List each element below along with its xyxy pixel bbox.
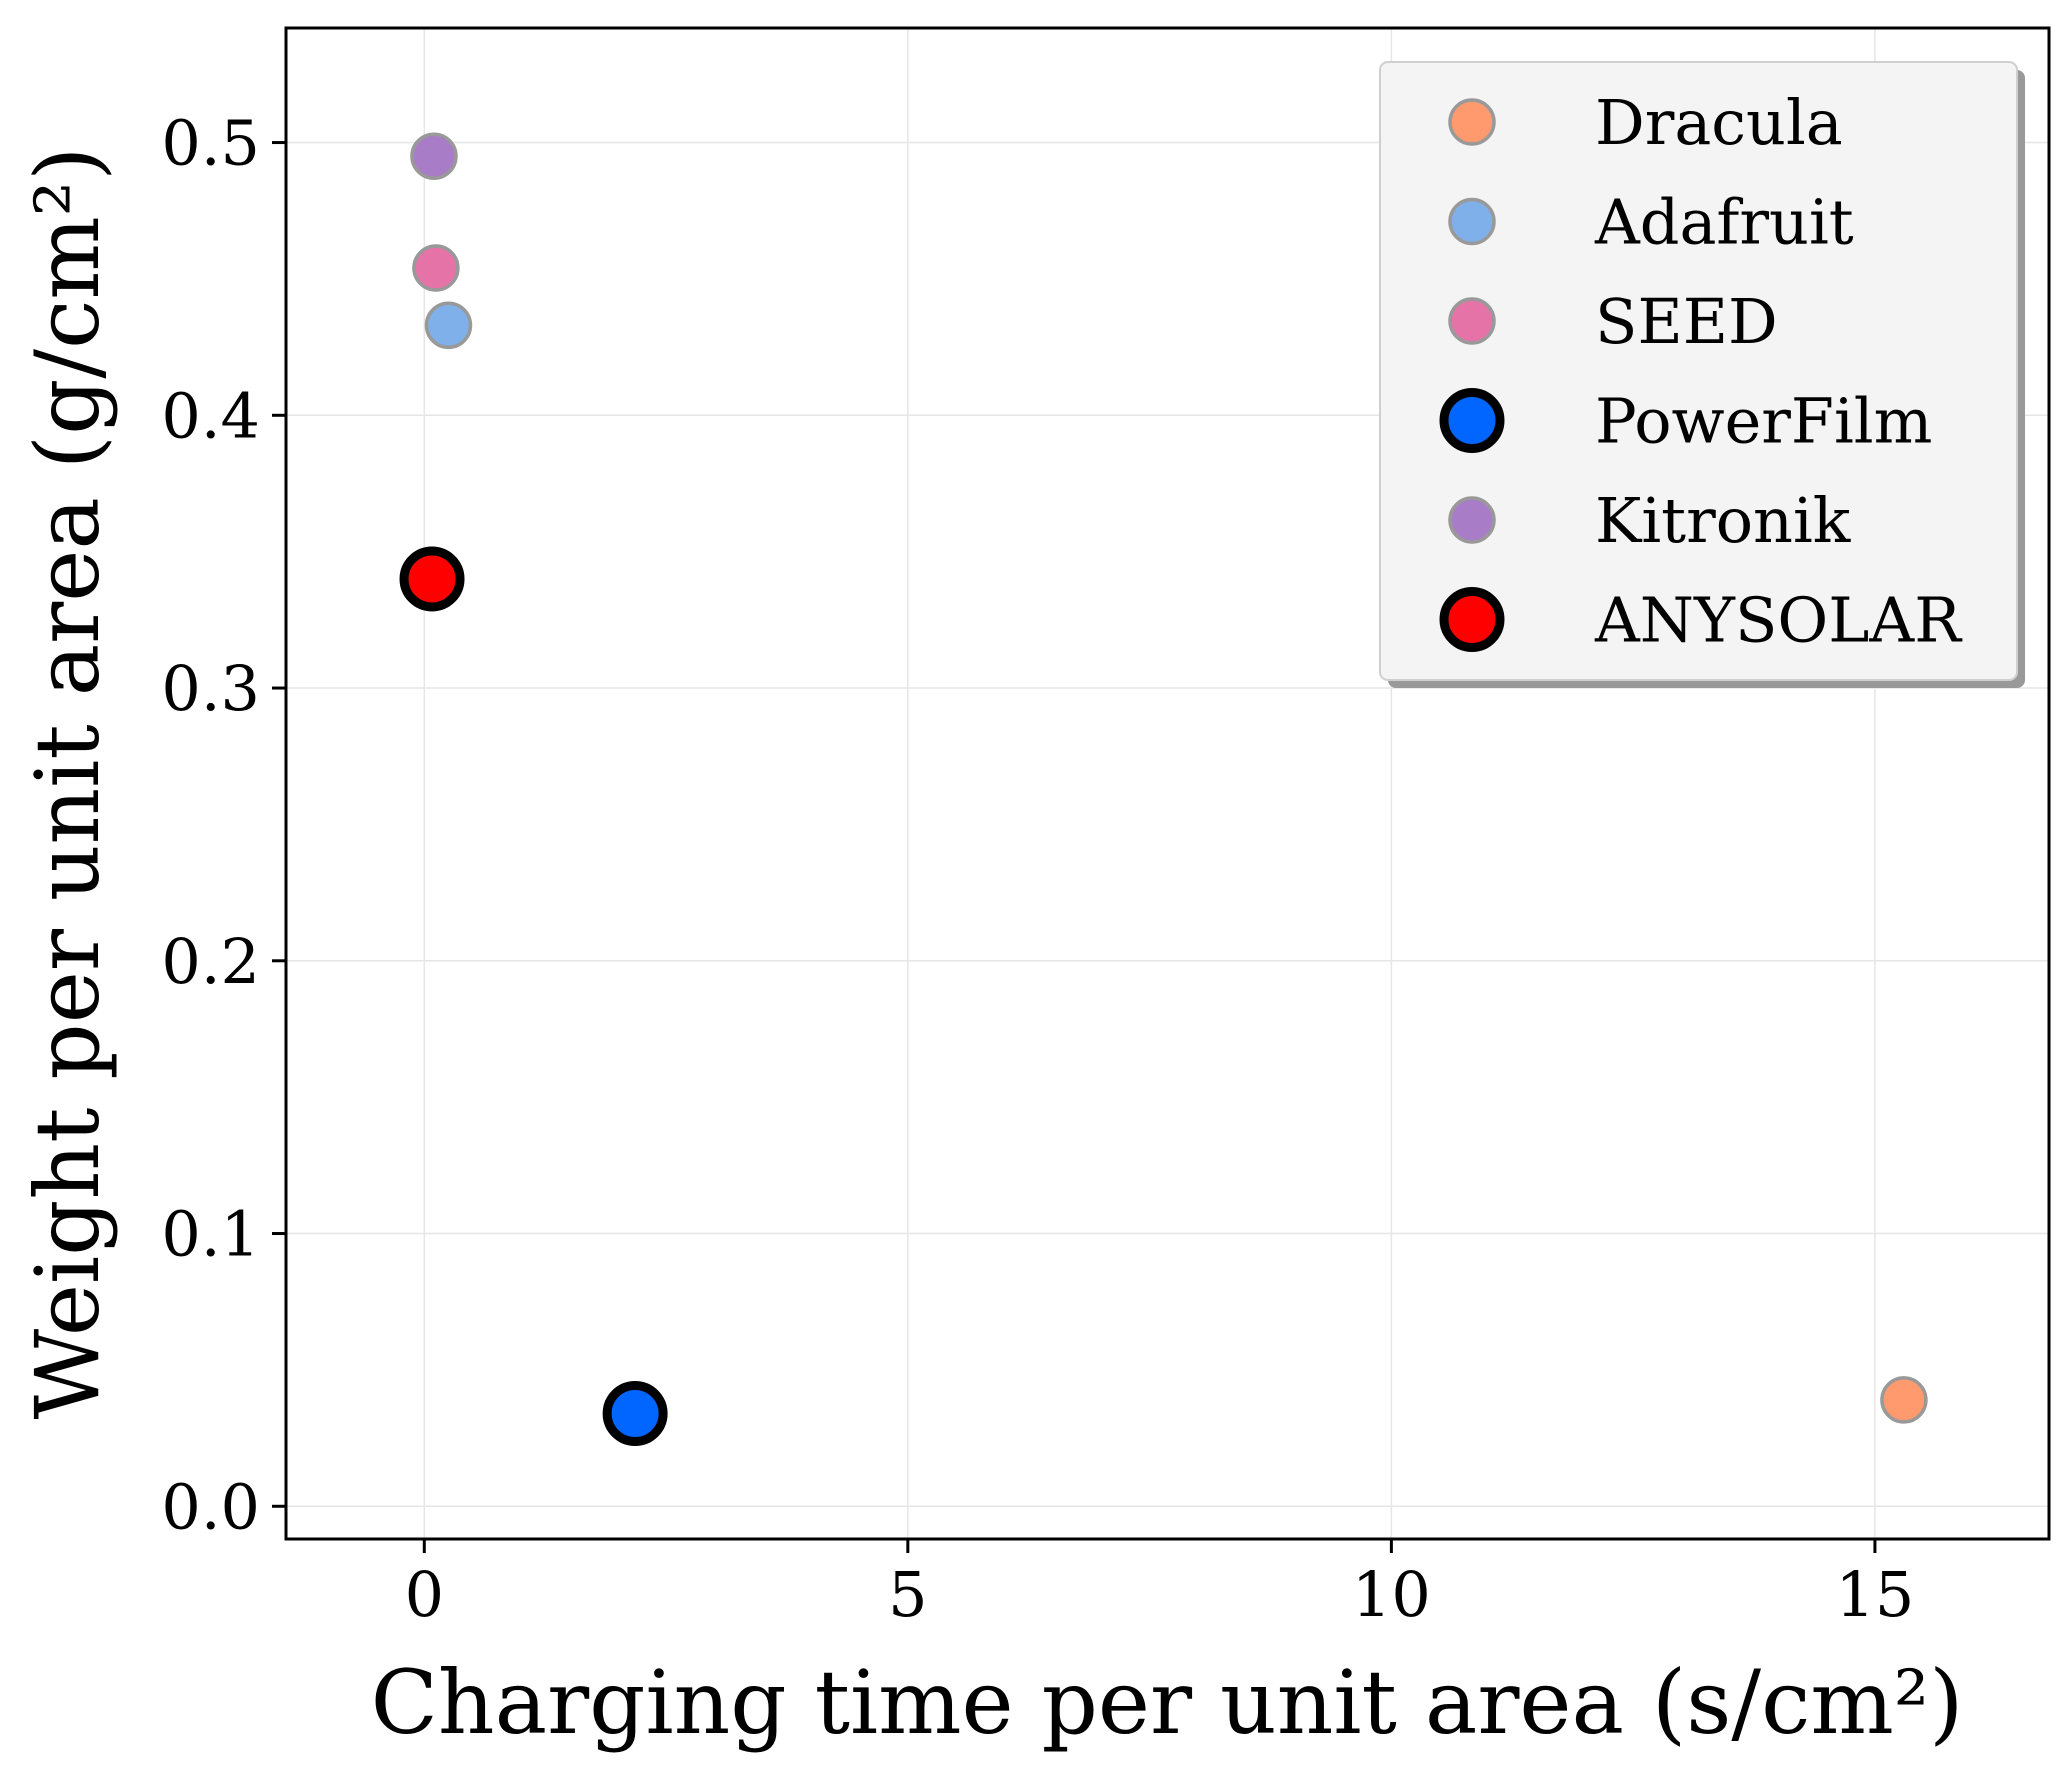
legend-label-seed: SEED — [1595, 285, 1778, 358]
point-dracula — [1880, 1376, 1928, 1424]
legend-label-anysolar: ANYSOLAR — [1594, 584, 1963, 657]
legend-marker-seed — [1448, 297, 1496, 345]
legend-label-dracula: Dracula — [1595, 86, 1843, 159]
y-axis-ticks: 0.0 0.1 0.2 0.3 0.4 0.5 — [161, 107, 286, 1543]
x-tick-label: 5 — [888, 1558, 927, 1631]
x-tick-label: 15 — [1835, 1558, 1914, 1631]
y-tick-label: 0.5 — [161, 107, 260, 180]
y-tick-label: 0.3 — [161, 652, 260, 725]
y-tick-label: 0.2 — [161, 925, 260, 998]
y-axis-title: Weight per unit area (g/cm²) — [16, 147, 119, 1420]
legend-marker-adafruit — [1448, 197, 1496, 246]
y-tick-label: 0.4 — [161, 379, 260, 452]
legend-marker-anysolar — [1439, 587, 1505, 652]
legend: Dracula Adafruit SEED PowerFilm Kitronik ANYS… — [1379, 61, 2025, 688]
point-anysolar — [399, 546, 465, 612]
plot-frame — [284, 26, 2051, 1541]
x-axis-ticks: 0 5 10 15 — [405, 1539, 1914, 1631]
legend-marker-kitronik — [1448, 496, 1496, 544]
x-tick-label: 10 — [1352, 1558, 1431, 1631]
legend-marker-dracula — [1448, 98, 1496, 146]
point-adafruit — [424, 301, 473, 350]
y-tick-label: 0.1 — [161, 1198, 260, 1271]
point-seed — [412, 244, 460, 292]
x-tick-label: 0 — [405, 1558, 444, 1631]
x-axis-title: Charging time per unit area (s/cm²) — [371, 1651, 1964, 1754]
legend-label-powerfilm: PowerFilm — [1595, 385, 1932, 458]
data-points — [399, 132, 1928, 1447]
legend-marker-powerfilm — [1439, 388, 1505, 453]
legend-label-kitronik: Kitronik — [1595, 484, 1851, 557]
point-powerfilm — [602, 1381, 668, 1447]
point-kitronik — [410, 132, 458, 180]
y-tick-label: 0.0 — [161, 1470, 260, 1543]
legend-box — [1379, 61, 2018, 681]
legend-label-adafruit: Adafruit — [1594, 186, 1854, 259]
